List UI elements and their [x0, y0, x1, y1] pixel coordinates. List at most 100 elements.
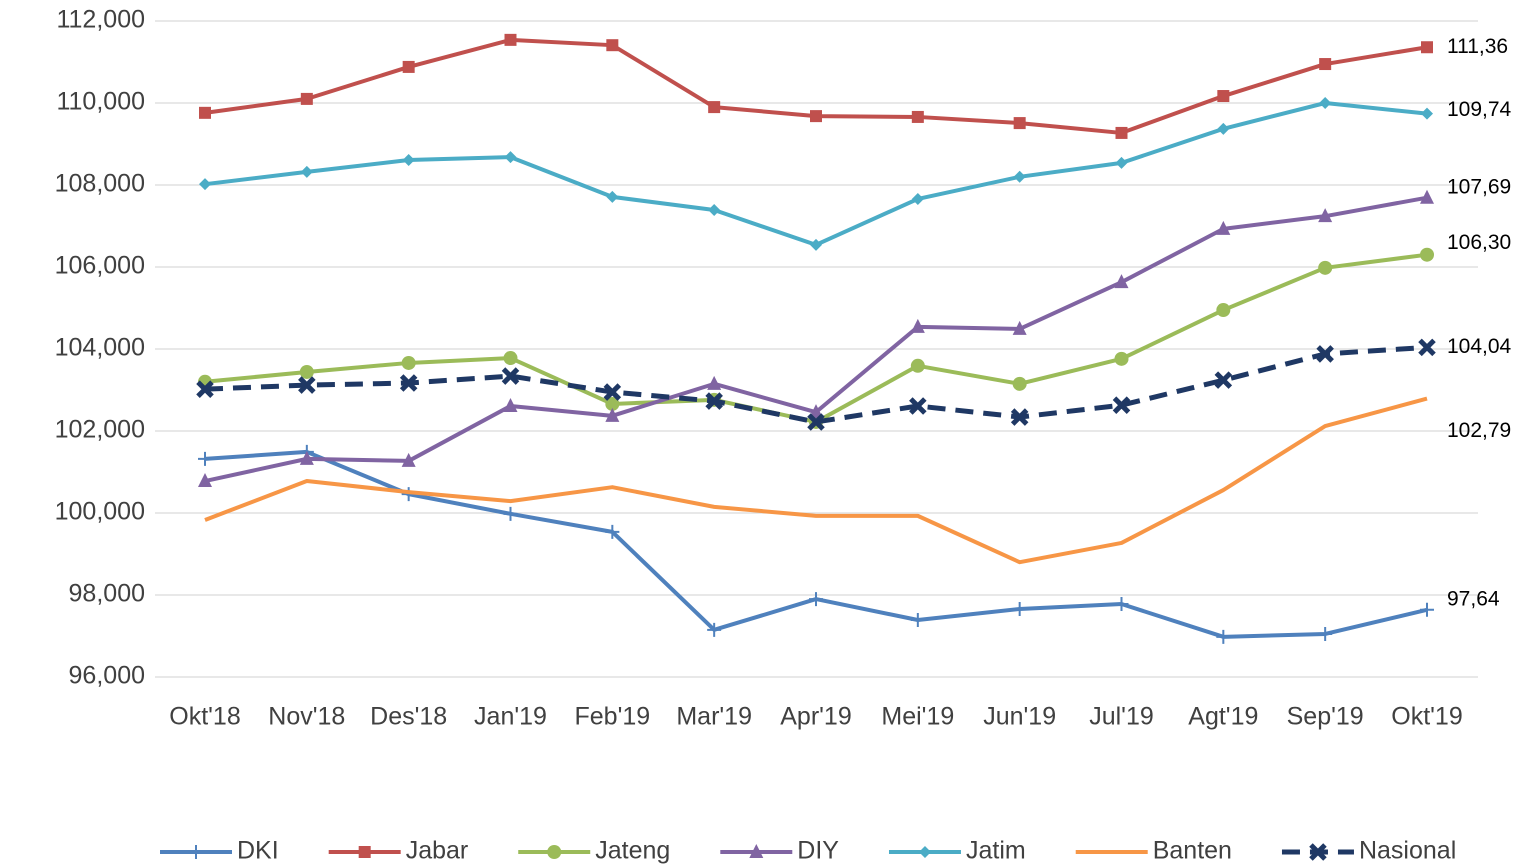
legend-label: Jateng [595, 837, 670, 865]
x-tick-label: Jan'19 [474, 703, 547, 731]
y-tick-label: 110,000 [56, 88, 145, 116]
marker [810, 110, 822, 123]
marker [909, 397, 927, 415]
marker [807, 413, 825, 431]
x-tick-label: Jul'19 [1089, 703, 1154, 731]
legend-item: Jateng [518, 837, 670, 865]
series: 102,79 [204, 396, 1511, 565]
marker [401, 355, 416, 370]
marker [1318, 208, 1333, 223]
marker [749, 844, 764, 858]
marker [402, 153, 415, 166]
x-tick-label: Feb'19 [574, 703, 650, 731]
marker [504, 151, 517, 164]
marker [501, 367, 520, 385]
marker [1217, 90, 1230, 103]
x-tick-label: Des'18 [370, 703, 447, 731]
marker [402, 60, 415, 73]
data-label: 102,79 [1447, 419, 1511, 442]
data-label: 106,30 [1447, 231, 1511, 254]
legend-item: Jabar [328, 837, 468, 865]
marker [1216, 220, 1231, 235]
y-tick-label: 106,000 [55, 252, 145, 280]
data-label: 104,04 [1447, 335, 1512, 358]
data-label: 111,36 [1447, 35, 1508, 58]
marker [199, 178, 211, 191]
marker [1114, 597, 1129, 612]
legend-label: Banten [1153, 837, 1232, 865]
marker [1012, 320, 1027, 335]
marker [809, 592, 823, 607]
marker [1309, 843, 1327, 861]
legend-label: Nasional [1359, 837, 1456, 865]
marker [1421, 107, 1433, 120]
legend-item: DIY [720, 837, 839, 865]
y-tick-label: 108,000 [55, 170, 145, 198]
series: 107,69 [198, 175, 1511, 488]
marker [1010, 408, 1029, 426]
series-line [204, 252, 1428, 424]
marker [358, 846, 371, 858]
marker [1421, 41, 1433, 54]
data-label: 107,69 [1447, 175, 1511, 198]
marker [199, 106, 211, 119]
y-tick-label: 102,000 [55, 416, 145, 444]
marker [1418, 338, 1436, 357]
marker [1115, 156, 1128, 169]
series-line [204, 101, 1428, 247]
marker [503, 351, 518, 366]
x-tick-label: Okt'18 [169, 703, 240, 731]
marker [1115, 126, 1128, 139]
marker [809, 404, 823, 419]
legend-item: Jatim [888, 837, 1026, 865]
marker [1216, 303, 1231, 318]
y-tick-label: 104,000 [55, 334, 145, 362]
marker [1420, 247, 1434, 262]
marker [1214, 371, 1233, 389]
marker [1318, 626, 1333, 641]
marker [705, 392, 723, 410]
marker [1319, 58, 1332, 71]
x-tick-label: Apr'19 [780, 703, 851, 731]
marker [910, 318, 925, 333]
marker [918, 846, 931, 858]
y-tick-label: 98,000 [69, 580, 145, 608]
marker [300, 92, 313, 105]
x-tick-label: Nov'18 [268, 703, 345, 731]
marker [399, 374, 418, 392]
marker [708, 101, 721, 114]
x-tick-label: Agt'19 [1188, 703, 1258, 731]
marker [1216, 629, 1231, 644]
marker [198, 451, 212, 466]
marker [606, 39, 619, 52]
marker [605, 407, 620, 422]
series: 106,30 [198, 231, 1511, 429]
marker [1112, 396, 1131, 414]
marker [1013, 117, 1026, 130]
marker [911, 192, 924, 205]
marker [910, 358, 925, 373]
marker [299, 450, 314, 465]
x-tick-label: Mei'19 [881, 703, 954, 731]
marker [708, 204, 721, 217]
marker [299, 364, 314, 379]
data-label: 109,74 [1447, 98, 1512, 121]
marker [707, 375, 722, 390]
series-line [204, 396, 1428, 565]
marker [503, 397, 518, 412]
marker [189, 845, 203, 859]
legend-item: DKI [160, 837, 279, 865]
series: 104,04 [196, 335, 1512, 431]
marker [1318, 260, 1333, 275]
marker [605, 396, 620, 411]
marker [198, 473, 212, 488]
data-label: 97,64 [1447, 587, 1500, 610]
marker [503, 506, 518, 521]
marker [1217, 122, 1230, 135]
y-tick-label: 96,000 [69, 662, 145, 690]
legend-label: DIY [797, 837, 839, 865]
marker [196, 380, 214, 398]
marker [1012, 601, 1027, 616]
